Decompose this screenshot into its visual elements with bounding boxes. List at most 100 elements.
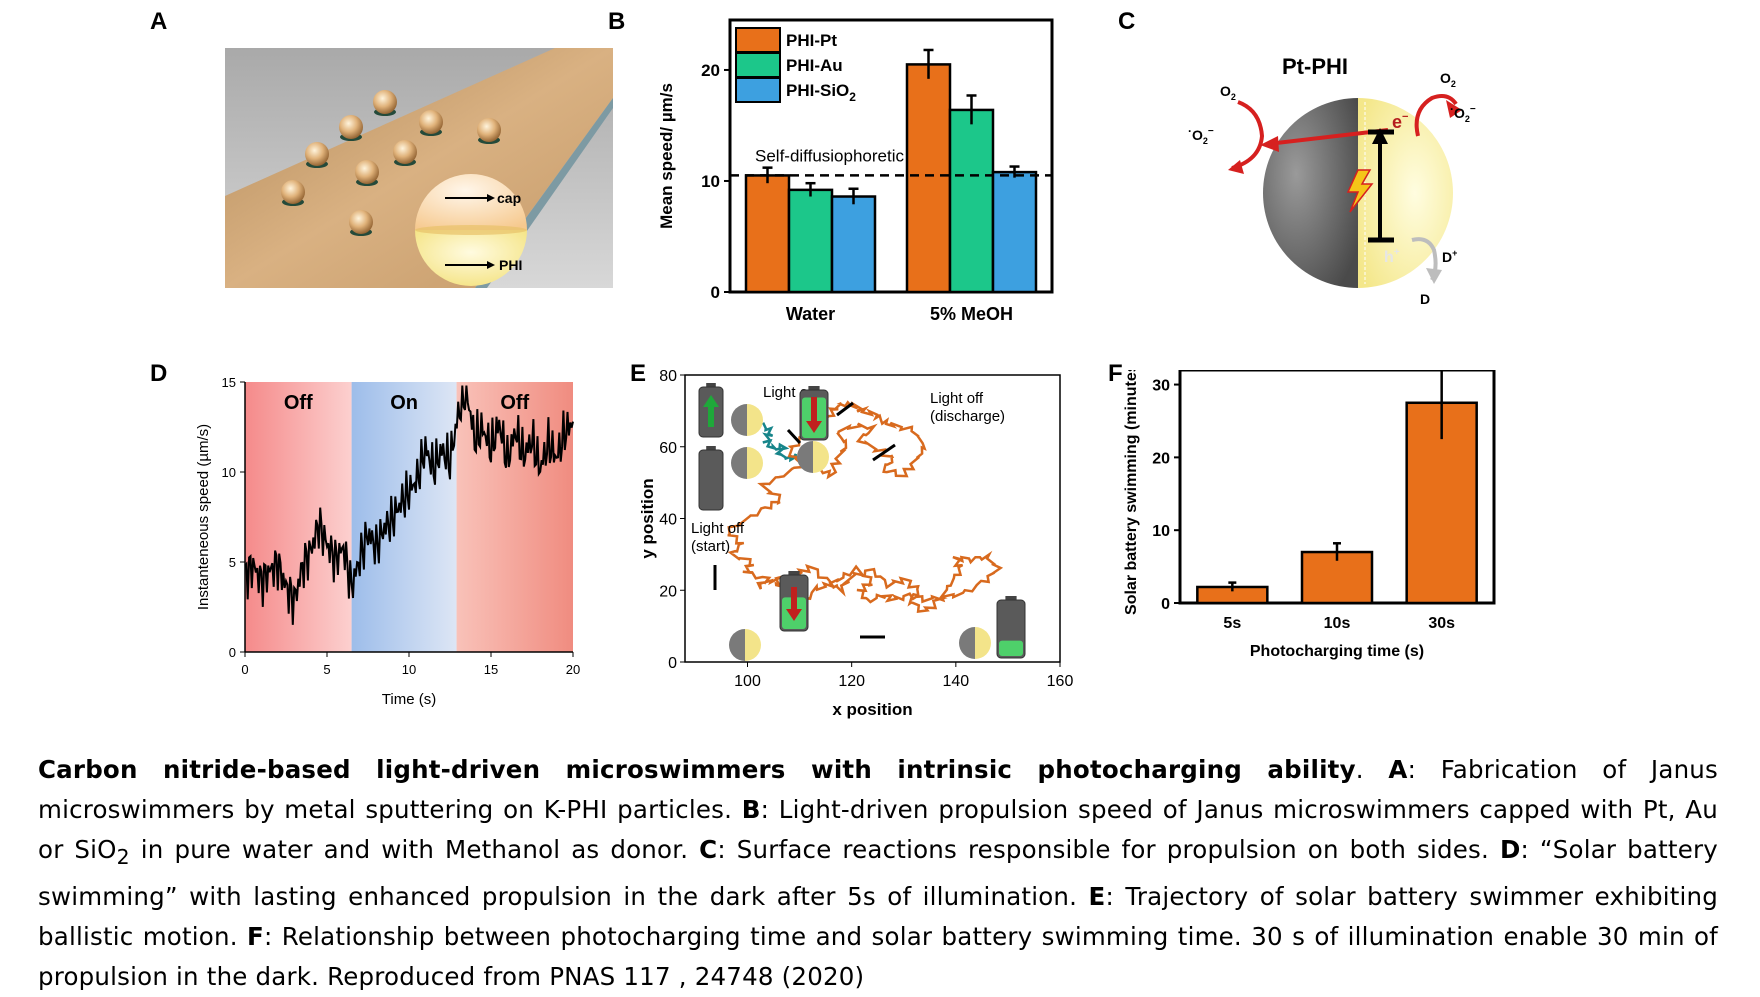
chart-f-ytick-label: 0 bbox=[1161, 596, 1170, 613]
caption-a-text: : Fabrication of Janus microswimmers by … bbox=[38, 755, 1718, 824]
chart-b-legend-label: PHI-Au bbox=[786, 56, 843, 75]
direction-arrow-3 bbox=[872, 443, 896, 462]
caption-e-label: E bbox=[1088, 881, 1106, 911]
caption-b-text-1: : Light-driven propulsion speed of Janus… bbox=[38, 795, 1718, 864]
chart-d-region-label: Off bbox=[284, 392, 313, 414]
panel-letter-e: E bbox=[630, 360, 647, 387]
d-label: D bbox=[1420, 291, 1430, 307]
light-bolt-icon bbox=[1346, 169, 1374, 213]
panel-letter-b: B bbox=[608, 8, 626, 35]
o2-left-label: O2 bbox=[1220, 83, 1236, 102]
charge-up-arrow-head bbox=[703, 395, 719, 407]
cap-arrow-head bbox=[487, 194, 495, 202]
caption-title: Carbon nitride-based light-driven micros… bbox=[38, 755, 1356, 784]
electron-label: e− bbox=[1392, 111, 1408, 132]
janus-icon-d-pt-half bbox=[729, 629, 745, 661]
caption-b-label: B bbox=[741, 795, 761, 824]
caption-d-label: D bbox=[1499, 835, 1521, 864]
oxidation-arrow-head bbox=[1426, 268, 1442, 284]
chart-b-frame bbox=[728, 18, 1054, 294]
chart-e-ytick-label: 80 bbox=[659, 370, 677, 385]
chart-b-reference-label: Self-diffusiophoretic bbox=[755, 146, 904, 165]
panel-letter-a: A bbox=[150, 8, 168, 35]
janus-icon-b-phi-half bbox=[747, 447, 763, 479]
chart-d-region-label: Off bbox=[500, 392, 529, 414]
caption-f-label: F bbox=[247, 921, 264, 951]
janus-icon-c-pt-half bbox=[797, 441, 813, 473]
chart-e-ytick-label: 0 bbox=[668, 655, 677, 672]
chart-b-legend-label: PHI-SiO2 bbox=[786, 81, 856, 104]
chart-b-bar bbox=[905, 63, 952, 294]
chart-e-xtick-label: 100 bbox=[734, 673, 761, 690]
janus-icon-a-pt-half bbox=[731, 404, 747, 436]
battery-icon-light-on-terminal bbox=[706, 383, 716, 388]
chart-f-xtick-label: 5s bbox=[1223, 615, 1241, 632]
fabrication-illustration: cap PHI bbox=[225, 48, 613, 288]
chart-b-ytick-label: 10 bbox=[701, 172, 720, 191]
janus-icon-e-pt-half bbox=[959, 627, 975, 659]
chart-d-ytick-label: 5 bbox=[229, 555, 236, 570]
chart-e-xlabel: x position bbox=[832, 700, 912, 719]
chart-f-ylabel: Solar battery swimming (minutes) bbox=[1123, 370, 1140, 615]
battery-icon-half-terminal bbox=[788, 571, 800, 576]
janus-icon-a-phi-half bbox=[747, 404, 763, 436]
chart-f-xtick-label: 10s bbox=[1324, 615, 1351, 632]
chart-e-xtick-label: 120 bbox=[838, 673, 865, 690]
chart-d-xlabel: Time (s) bbox=[382, 691, 436, 708]
panel-letter-d: D bbox=[150, 360, 168, 387]
chart-d-ytick-label: 15 bbox=[222, 375, 236, 390]
caption-e-text: : Trajectory of solar battery swimmer ex… bbox=[38, 881, 1718, 951]
chart-b-legend-swatch bbox=[735, 77, 781, 103]
chart-d-region-label: On bbox=[390, 392, 418, 414]
chart-b-ytick-label: 0 bbox=[711, 283, 720, 302]
caption-a-label: A bbox=[1388, 755, 1408, 784]
chart-b-legend-swatch bbox=[735, 27, 781, 53]
chart-e-light-off-start-label-1: Light off bbox=[691, 520, 745, 537]
pt-phi-title: Pt-PHI bbox=[1282, 54, 1348, 79]
battery-icon-empty-terminal bbox=[706, 446, 716, 451]
chart-d-ytick-label: 10 bbox=[222, 465, 236, 480]
caption-b-text-2: in pure water and with Methanol as donor… bbox=[129, 835, 700, 864]
chart-e-xtick-label: 140 bbox=[942, 673, 969, 690]
chart-d-xtick-label: 10 bbox=[402, 662, 416, 677]
janus-icon-b-pt-half bbox=[731, 447, 747, 479]
chart-f-ytick-label: 10 bbox=[1152, 523, 1170, 540]
figure-caption: Carbon nitride-based light-driven micros… bbox=[38, 750, 1718, 997]
caption-d-text: : “Solar battery swimming” with lasting … bbox=[38, 835, 1718, 911]
direction-arrow-1 bbox=[786, 428, 802, 445]
chart-b-ylabel: Mean speed/ µm/s bbox=[657, 83, 676, 229]
phi-label: PHI bbox=[499, 257, 522, 273]
chart-d-xtick-label: 15 bbox=[484, 662, 498, 677]
cap-label: cap bbox=[497, 190, 521, 206]
right-reduction-arrow bbox=[1414, 94, 1458, 137]
chart-e-trajectory: 0 20 40 60 80 100 120 140 160 x position y positio… bbox=[640, 370, 1073, 719]
phi-half bbox=[1358, 98, 1453, 288]
chart-b-legend-label: PHI-Pt bbox=[786, 31, 837, 50]
janus-icon-e-phi-half bbox=[975, 627, 991, 659]
chart-e-light-off-discharge-label-1: Light off bbox=[930, 390, 984, 407]
caption-c-label: C bbox=[699, 835, 718, 864]
chart-b-bar bbox=[744, 174, 791, 294]
chart-b-xtick-label: Water bbox=[786, 304, 835, 324]
chart-b-bar bbox=[948, 108, 995, 294]
chart-b-bar bbox=[787, 188, 834, 294]
janus-particle-magnified bbox=[415, 174, 527, 286]
left-reduction-arrow bbox=[1231, 100, 1265, 170]
battery-icon-low-terminal bbox=[1005, 596, 1017, 601]
caption-b-subscript: 2 bbox=[116, 844, 130, 869]
chart-d-xtick-label: 5 bbox=[323, 662, 330, 677]
discharge-arrow-head-2 bbox=[786, 609, 802, 621]
chart-f-ytick-label: 20 bbox=[1152, 450, 1170, 467]
chart-d-xtick-label: 0 bbox=[241, 662, 248, 677]
band-gap-arrow-head bbox=[1372, 128, 1388, 144]
janus-icon-d-phi-half bbox=[745, 629, 761, 661]
chart-b-bar bbox=[991, 170, 1038, 294]
panel-letter-c: C bbox=[1118, 8, 1136, 35]
chart-b-legend-swatch bbox=[735, 52, 781, 78]
battery-icon-low-charge bbox=[999, 640, 1023, 656]
electron-transfer-arrow-head bbox=[1260, 136, 1279, 152]
o2-right-label: O2 bbox=[1440, 70, 1456, 89]
chart-d-ylabel: Instanteneous speed (µm/s) bbox=[195, 424, 212, 610]
right-reduction-arrow-head bbox=[1446, 100, 1462, 118]
